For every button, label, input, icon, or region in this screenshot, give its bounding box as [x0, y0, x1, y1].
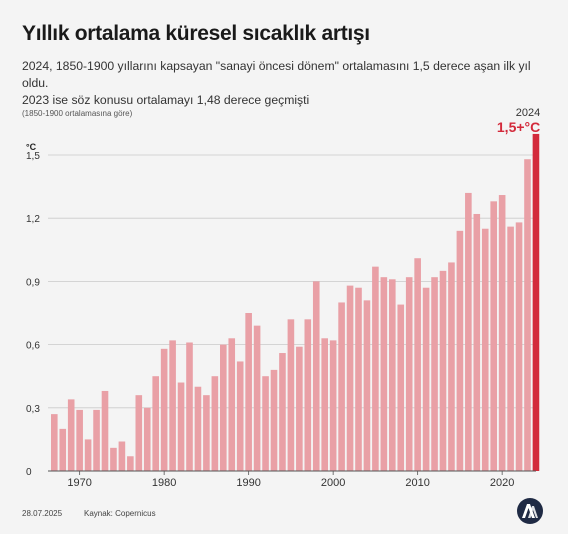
x-tick-label: 1970	[67, 477, 91, 489]
bar-2022	[515, 222, 523, 471]
bar-1987	[220, 344, 227, 471]
bar-2001	[338, 302, 345, 471]
bar-2013	[439, 270, 447, 471]
bar-2003	[355, 287, 362, 471]
bar-1968	[59, 428, 67, 471]
bar-1974	[110, 447, 117, 471]
bar-2002	[346, 285, 354, 471]
bar-2006	[380, 277, 388, 471]
highlight-year-label: 2024	[516, 107, 540, 119]
bar-2014	[448, 262, 455, 471]
bar-2009	[405, 277, 413, 471]
x-tick-label: 2020	[490, 477, 514, 489]
bar-1997	[304, 319, 312, 471]
highlight-value-label: 1,5+°C	[497, 119, 540, 135]
bar-1984	[194, 386, 202, 471]
y-tick-label: 1,2	[26, 214, 40, 225]
bar-1995	[287, 319, 295, 471]
bar-2008	[397, 304, 405, 471]
bar-1994	[279, 353, 286, 471]
bar-1985	[203, 395, 210, 471]
bar-2004	[363, 300, 371, 471]
bar-1988	[228, 338, 236, 471]
footer-source: Kaynak: Copernicus	[84, 509, 156, 518]
bar-1993	[270, 369, 278, 471]
bar-1989	[236, 361, 244, 471]
bar-1980	[160, 348, 168, 471]
bar-1970	[76, 409, 83, 471]
bar-1998	[312, 281, 320, 471]
bar-2010	[414, 258, 421, 471]
x-tick-label: 1990	[236, 477, 260, 489]
bar-1979	[152, 376, 159, 471]
bar-1975	[118, 441, 126, 471]
x-tick-label: 2010	[405, 477, 429, 489]
bar-2018	[481, 228, 489, 471]
bar-2016	[465, 192, 472, 472]
bar-1986	[211, 376, 219, 471]
bar-2012	[431, 277, 438, 471]
bar-2011	[422, 287, 430, 471]
y-tick-label: 0,6	[26, 341, 40, 352]
bar-2005	[372, 266, 379, 471]
footer-date: 28.07.2025	[22, 509, 63, 518]
bar-1969	[67, 399, 75, 471]
baseline-note: (1850-1900 ortalamasına göre)	[22, 109, 133, 118]
bar-2015	[456, 230, 464, 471]
bar-1982	[177, 382, 185, 471]
bar-1978	[143, 407, 151, 471]
x-tick-label: 2000	[321, 477, 345, 489]
bar-1999	[321, 338, 328, 471]
bar-2017	[473, 213, 481, 472]
y-axis-label: °C	[26, 142, 37, 152]
bar-2021	[507, 226, 514, 471]
subtitle-line-2: 2023 ise söz konusu ortalamayı 1,48 dere…	[22, 93, 310, 107]
bar-1976	[127, 456, 134, 471]
bar-1992	[262, 376, 269, 471]
aa-logo-icon	[517, 498, 543, 524]
bar-2000	[329, 340, 337, 471]
chart-title: Yıllık ortalama küresel sıcaklık artışı	[22, 22, 370, 45]
bar-1973	[101, 390, 109, 471]
bar-1996	[296, 346, 303, 471]
bar-1977	[135, 395, 143, 471]
bar-1981	[169, 340, 176, 471]
bar-1991	[253, 325, 261, 471]
bar-2020	[498, 195, 506, 471]
bar-1971	[84, 439, 92, 471]
x-tick-label: 1980	[152, 477, 176, 489]
y-tick-label: 0	[26, 467, 32, 478]
bar-2023	[524, 159, 531, 471]
bar-1967	[51, 414, 58, 471]
y-tick-label: 0,9	[26, 277, 40, 288]
bar-2007	[389, 279, 396, 471]
bar-1972	[93, 409, 100, 471]
bar-highlight-2024	[532, 133, 540, 471]
y-tick-label: 1,5	[26, 151, 40, 162]
subtitle-line-1: 2024, 1850-1900 yıllarını kapsayan "sana…	[22, 59, 531, 90]
y-tick-label: 0,3	[26, 404, 40, 415]
bar-2019	[490, 201, 497, 471]
bar-1983	[186, 342, 193, 471]
chart-subtitle: 2024, 1850-1900 yıllarını kapsayan "sana…	[22, 58, 552, 109]
bar-1990	[245, 313, 252, 471]
